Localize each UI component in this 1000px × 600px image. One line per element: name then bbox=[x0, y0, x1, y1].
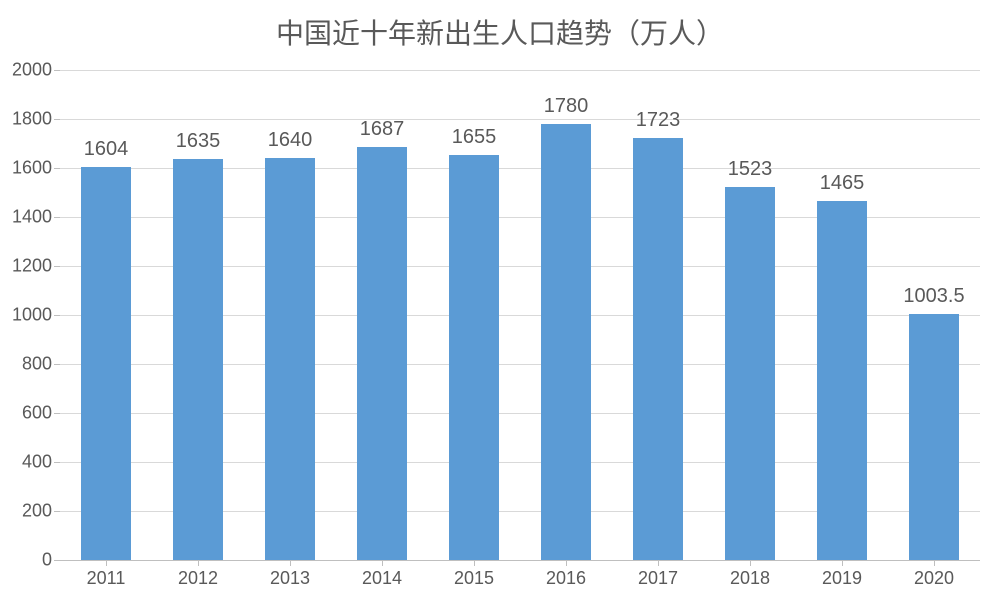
plot-area: 0200400600800100012001400160018002000160… bbox=[60, 70, 980, 560]
bar-value-label: 1523 bbox=[728, 158, 773, 187]
chart-container: 中国近十年新出生人口趋势（万人） 02004006008001000120014… bbox=[0, 0, 1000, 600]
y-tick-label: 1000 bbox=[12, 305, 60, 326]
y-tick-label: 200 bbox=[22, 501, 60, 522]
bar bbox=[541, 124, 592, 560]
bar bbox=[633, 138, 684, 560]
bar-value-label: 1687 bbox=[360, 118, 405, 147]
y-tick-label: 600 bbox=[22, 403, 60, 424]
x-tick-label: 2020 bbox=[914, 560, 954, 589]
x-tick-label: 2012 bbox=[178, 560, 218, 589]
gridline bbox=[60, 70, 980, 71]
gridline bbox=[60, 119, 980, 120]
bar-value-label: 1604 bbox=[84, 138, 129, 167]
bar-value-label: 1723 bbox=[636, 109, 681, 138]
bar-value-label: 1640 bbox=[268, 129, 313, 158]
x-tick-label: 2016 bbox=[546, 560, 586, 589]
bar-value-label: 1655 bbox=[452, 126, 497, 155]
chart-title: 中国近十年新出生人口趋势（万人） bbox=[0, 12, 1000, 52]
bar bbox=[81, 167, 132, 560]
bar bbox=[725, 187, 776, 560]
x-tick-label: 2014 bbox=[362, 560, 402, 589]
bar-value-label: 1780 bbox=[544, 95, 589, 124]
y-tick-label: 400 bbox=[22, 452, 60, 473]
bar bbox=[449, 155, 500, 560]
y-tick-label: 2000 bbox=[12, 60, 60, 81]
x-tick-label: 2015 bbox=[454, 560, 494, 589]
y-tick-label: 0 bbox=[42, 550, 60, 571]
y-tick-label: 800 bbox=[22, 354, 60, 375]
y-tick-label: 1400 bbox=[12, 207, 60, 228]
x-tick-label: 2017 bbox=[638, 560, 678, 589]
bar bbox=[173, 159, 224, 560]
bar-value-label: 1465 bbox=[820, 172, 865, 201]
x-tick-label: 2019 bbox=[822, 560, 862, 589]
bar-value-label: 1635 bbox=[176, 130, 221, 159]
bar bbox=[265, 158, 316, 560]
x-tick-label: 2018 bbox=[730, 560, 770, 589]
bar bbox=[817, 201, 868, 560]
y-tick-label: 1600 bbox=[12, 158, 60, 179]
y-tick-label: 1200 bbox=[12, 256, 60, 277]
x-tick-label: 2013 bbox=[270, 560, 310, 589]
x-tick-label: 2011 bbox=[87, 560, 126, 589]
y-tick-label: 1800 bbox=[12, 109, 60, 130]
bar bbox=[909, 314, 960, 560]
bar bbox=[357, 147, 408, 560]
bar-value-label: 1003.5 bbox=[903, 285, 964, 314]
